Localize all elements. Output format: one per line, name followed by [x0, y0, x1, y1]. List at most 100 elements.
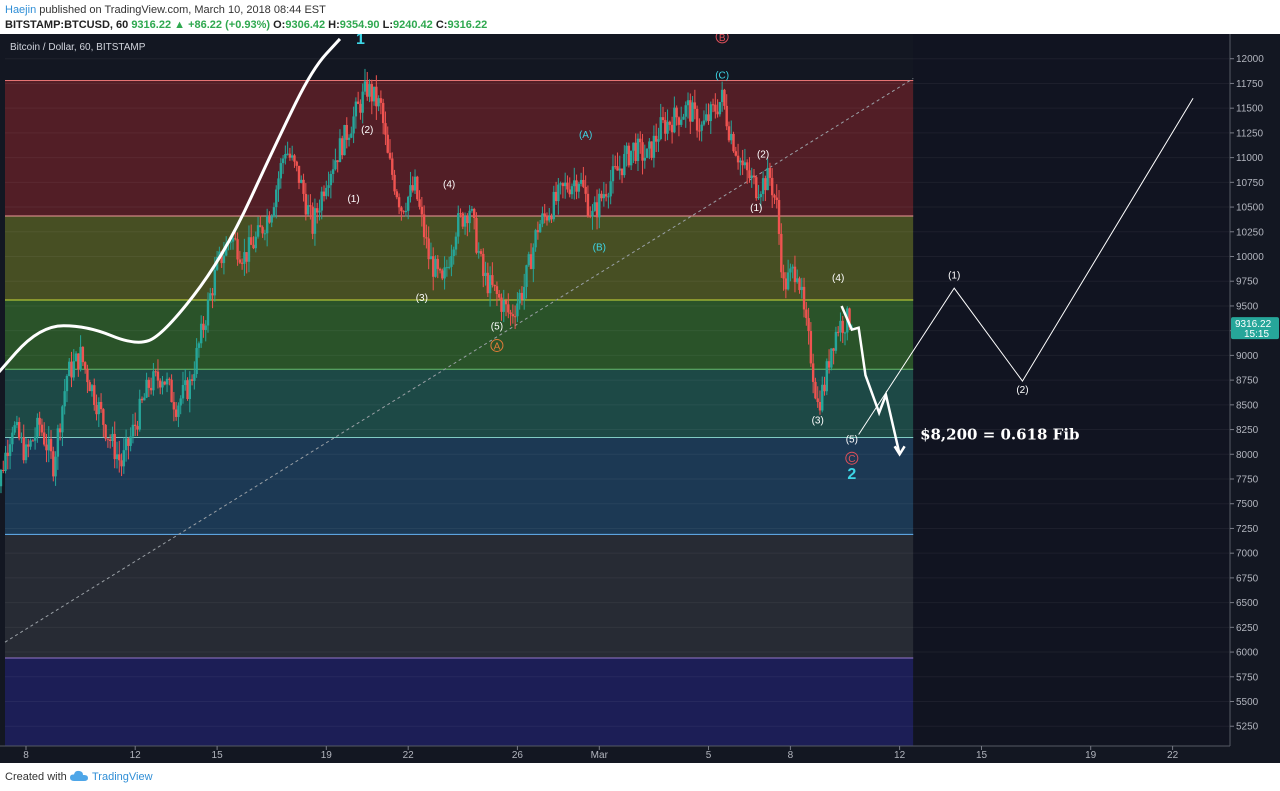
candle-body	[159, 380, 162, 388]
candle-body	[507, 304, 510, 313]
wave-curve[interactable]	[0, 37, 342, 380]
candle-body	[709, 104, 712, 122]
candle-body	[811, 363, 815, 382]
candle-body	[511, 314, 515, 317]
candle-body	[93, 385, 96, 405]
candle-body	[793, 266, 797, 283]
candle-body	[108, 439, 112, 441]
candle-body	[470, 208, 474, 211]
candle-body	[695, 108, 699, 131]
tradingview-link[interactable]: TradingView	[92, 771, 153, 783]
candle-body	[627, 145, 631, 166]
price-axis[interactable]: 5250 5500 5750 6000 6250 6500 6750 7000 7250 7500…	[1229, 34, 1280, 763]
candle-body	[786, 272, 790, 290]
candle-body	[259, 225, 262, 228]
price-tick-label: 10750	[1236, 178, 1264, 189]
candle-body	[368, 84, 371, 97]
candle-body	[143, 397, 146, 401]
gridlines	[5, 58, 1230, 727]
candle-body	[161, 381, 164, 388]
candle-body	[418, 199, 421, 207]
candle-body	[295, 161, 298, 166]
projection-path[interactable]	[858, 98, 1194, 435]
tradingview-cloud-icon[interactable]	[70, 770, 88, 782]
candle-body	[95, 404, 98, 415]
candle-body	[573, 180, 576, 187]
candle-body	[181, 384, 185, 399]
candle-body	[15, 422, 19, 426]
published-text: published on TradingView.com, March 10, …	[39, 4, 326, 16]
candle-body	[800, 286, 803, 291]
candle-body	[734, 151, 737, 156]
candle-body	[771, 177, 774, 196]
candle-body	[29, 440, 32, 447]
candle-body	[402, 211, 405, 213]
candle-body	[56, 428, 60, 457]
open-value: 9306.42	[285, 19, 326, 31]
candle-body	[90, 385, 94, 392]
candle-body	[422, 214, 426, 238]
candle-body	[486, 272, 490, 294]
price-axis-bg	[1230, 34, 1280, 763]
price-tick-label: 10250	[1236, 227, 1264, 238]
time-axis-bg	[0, 746, 1280, 763]
candle-body	[450, 256, 453, 267]
candle-body	[400, 207, 403, 212]
price-chart[interactable]: 1 (2) (1) (4) (3) (5) A (A) (B) B (C) (2) (1) (4) (3) (…	[0, 34, 1280, 763]
candle-body	[477, 251, 480, 253]
high-label: H:	[328, 19, 340, 31]
candle-body	[777, 199, 781, 234]
candle-body	[784, 278, 788, 290]
candle-body	[279, 163, 282, 179]
candle-body	[427, 238, 430, 260]
drop-arrow[interactable]	[840, 305, 906, 457]
candle-body	[52, 451, 55, 477]
candle-body	[652, 135, 656, 158]
candle-body	[723, 89, 726, 106]
candle-body	[823, 384, 826, 392]
price-tick-label: 5750	[1236, 672, 1259, 683]
dashed-trendline[interactable]	[4, 78, 914, 643]
candle-body	[36, 417, 39, 437]
candle-body	[493, 284, 496, 287]
candle-body	[479, 251, 483, 254]
candle-body	[670, 124, 674, 133]
candle-body	[372, 86, 376, 102]
wave-label: (4)	[443, 179, 455, 190]
candle-body	[343, 125, 346, 156]
candle-body	[81, 346, 85, 363]
time-tick-label: 8	[788, 750, 794, 761]
candle-body	[698, 130, 701, 132]
author-link[interactable]: Haejin	[5, 4, 37, 16]
candle-body	[140, 398, 144, 401]
future-area	[913, 34, 1230, 746]
candle-body	[97, 401, 100, 415]
candle-body	[766, 167, 769, 191]
candle-body	[45, 444, 48, 451]
candle-body	[798, 278, 801, 291]
candle-body	[545, 215, 549, 221]
price-tick-label: 10500	[1236, 203, 1264, 214]
candle-body	[72, 361, 75, 378]
candle-body	[218, 251, 221, 258]
price-tick-label: 8250	[1236, 425, 1259, 436]
candle-body	[579, 179, 583, 184]
candle-body	[256, 225, 260, 237]
candle-body	[791, 266, 794, 269]
chart-area[interactable]: 1 (2) (1) (4) (3) (5) A (A) (B) B (C) (2) (1) (4) (3) (…	[0, 34, 1280, 763]
candle-body	[468, 210, 471, 224]
time-axis[interactable]: 8 12 15 19 22 26 Mar 5 8 12 15 19 22	[0, 745, 1280, 763]
candle-body	[184, 380, 187, 385]
candle-body	[659, 117, 662, 140]
wave-label: (3)	[416, 293, 428, 304]
wave-label: (5)	[491, 322, 503, 333]
candle-body	[63, 391, 66, 407]
candle-body	[568, 189, 571, 195]
candle-body	[156, 371, 160, 381]
candle-body	[379, 98, 383, 103]
wave-label: (2)	[757, 150, 769, 161]
candle-body	[145, 379, 148, 398]
candle-body	[461, 213, 464, 227]
candle-body	[632, 142, 635, 151]
